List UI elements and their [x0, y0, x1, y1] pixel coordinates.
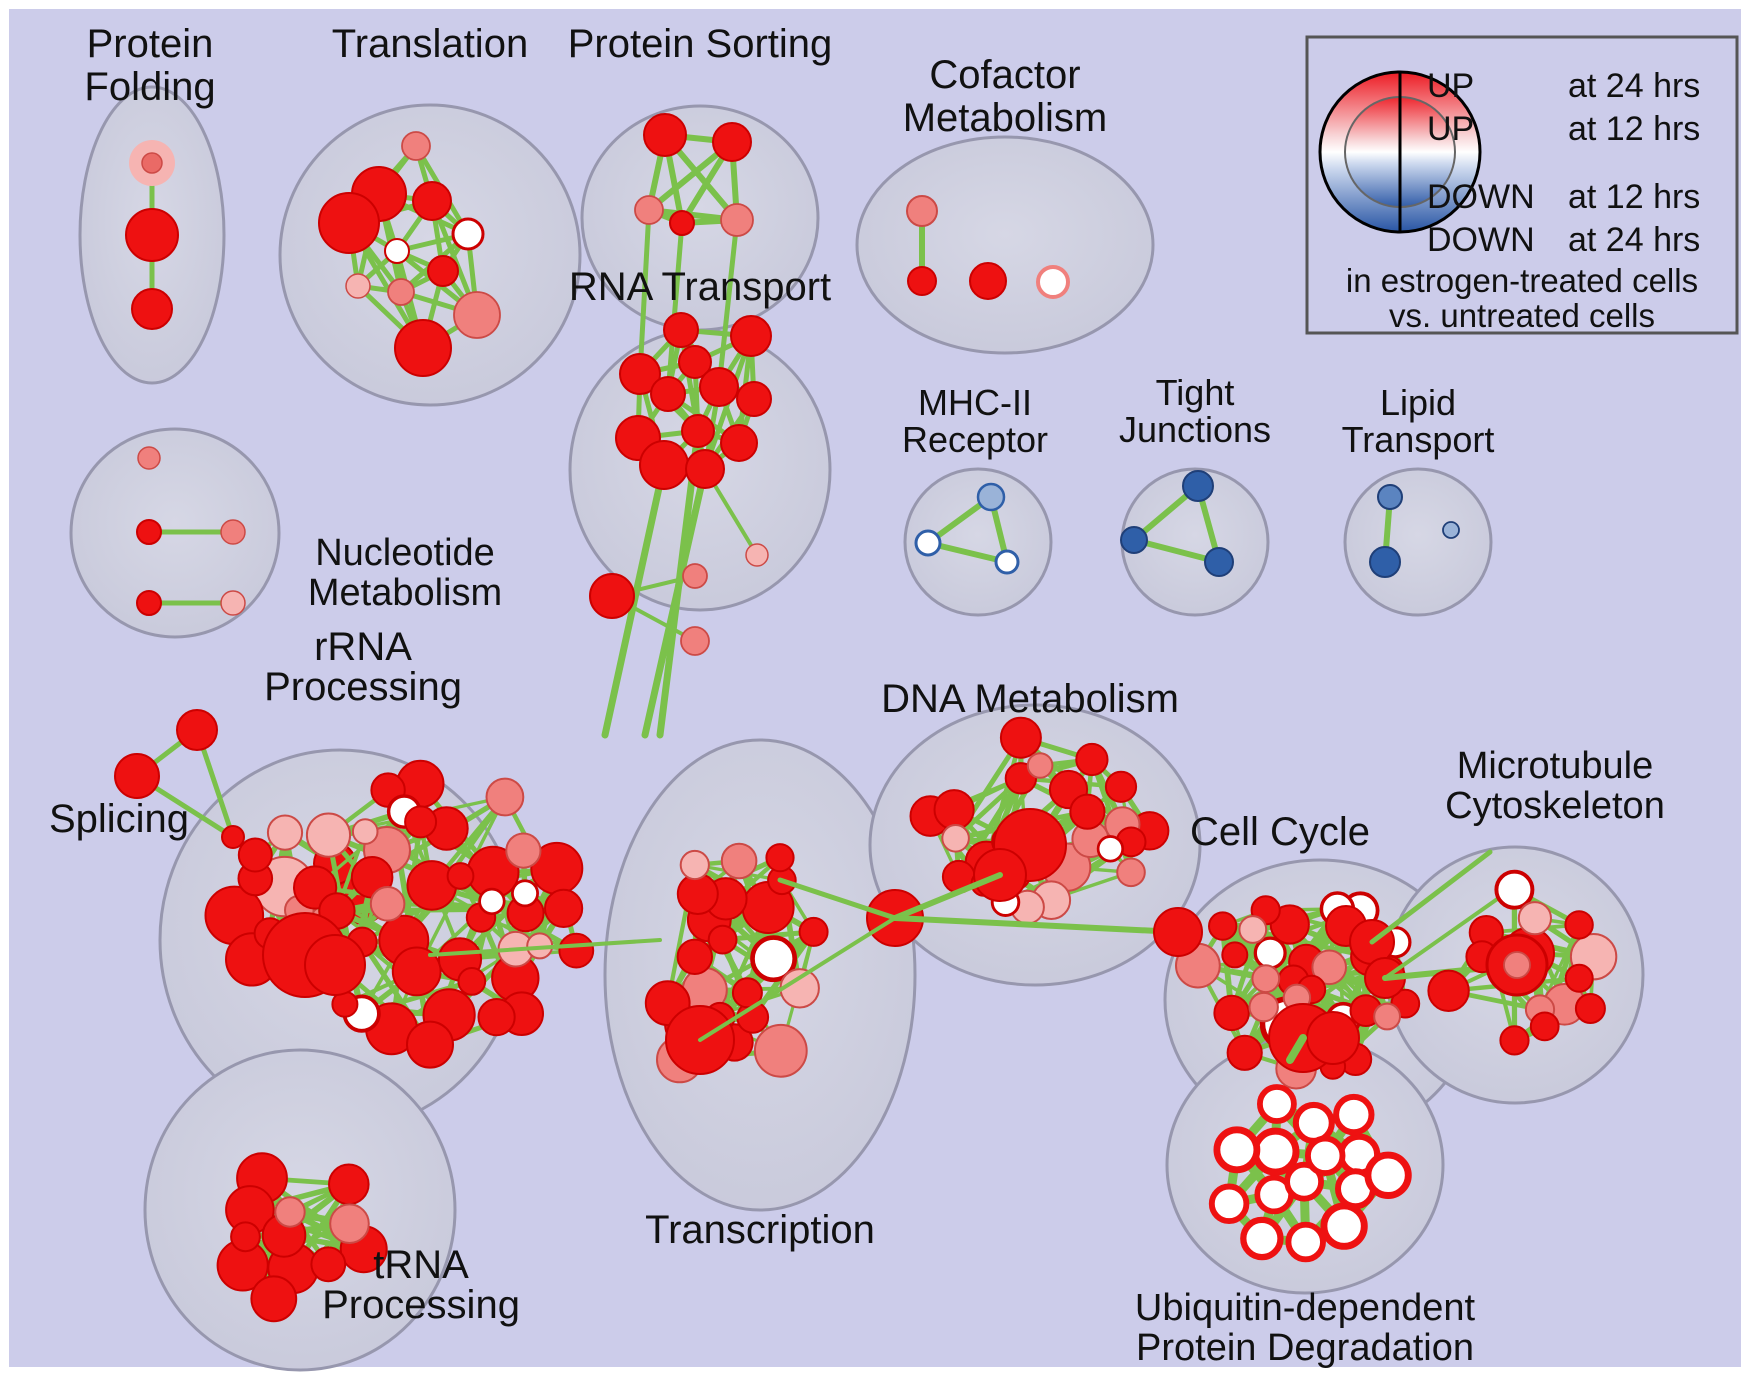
svg-text:Protein: Protein — [87, 22, 214, 66]
svg-text:UP: UP — [1427, 110, 1474, 148]
svg-text:MHC-II: MHC-II — [918, 382, 1032, 423]
svg-text:Transcription: Transcription — [645, 1208, 875, 1252]
svg-text:Metabolism: Metabolism — [308, 572, 502, 614]
svg-text:Splicing: Splicing — [49, 797, 189, 841]
svg-text:Translation: Translation — [332, 22, 528, 66]
svg-text:Lipid: Lipid — [1380, 382, 1456, 423]
svg-text:in estrogen-treated cells: in estrogen-treated cells — [1346, 262, 1698, 299]
svg-text:Processing: Processing — [264, 665, 462, 709]
svg-text:Protein Degradation: Protein Degradation — [1136, 1327, 1474, 1369]
svg-text:Folding: Folding — [84, 65, 215, 109]
svg-text:at 24 hrs: at 24 hrs — [1568, 221, 1700, 259]
svg-text:Cytoskeleton: Cytoskeleton — [1445, 785, 1665, 827]
svg-text:DOWN: DOWN — [1427, 178, 1535, 216]
svg-text:DNA Metabolism: DNA Metabolism — [881, 677, 1179, 721]
svg-text:Tight: Tight — [1156, 372, 1235, 413]
svg-text:Protein Sorting: Protein Sorting — [568, 22, 833, 66]
svg-text:Nucleotide: Nucleotide — [315, 532, 495, 574]
svg-text:Cofactor: Cofactor — [929, 53, 1080, 97]
svg-text:Processing: Processing — [322, 1283, 520, 1327]
svg-text:Junctions: Junctions — [1119, 409, 1271, 450]
svg-text:Cell Cycle: Cell Cycle — [1190, 810, 1370, 854]
svg-text:RNA Transport: RNA Transport — [569, 265, 831, 309]
svg-text:Transport: Transport — [1342, 419, 1495, 460]
svg-text:rRNA: rRNA — [314, 625, 412, 669]
svg-text:at 24 hrs: at 24 hrs — [1568, 67, 1700, 105]
svg-text:Receptor: Receptor — [902, 419, 1048, 460]
svg-text:tRNA: tRNA — [373, 1243, 469, 1287]
svg-text:UP: UP — [1427, 67, 1474, 105]
svg-text:Metabolism: Metabolism — [903, 96, 1108, 140]
svg-text:Ubiquitin-dependent: Ubiquitin-dependent — [1135, 1287, 1476, 1329]
svg-text:vs. untreated cells: vs. untreated cells — [1389, 297, 1655, 334]
svg-text:Microtubule: Microtubule — [1457, 745, 1653, 787]
svg-text:at 12 hrs: at 12 hrs — [1568, 110, 1700, 148]
svg-text:at 12 hrs: at 12 hrs — [1568, 178, 1700, 216]
svg-text:DOWN: DOWN — [1427, 221, 1535, 259]
